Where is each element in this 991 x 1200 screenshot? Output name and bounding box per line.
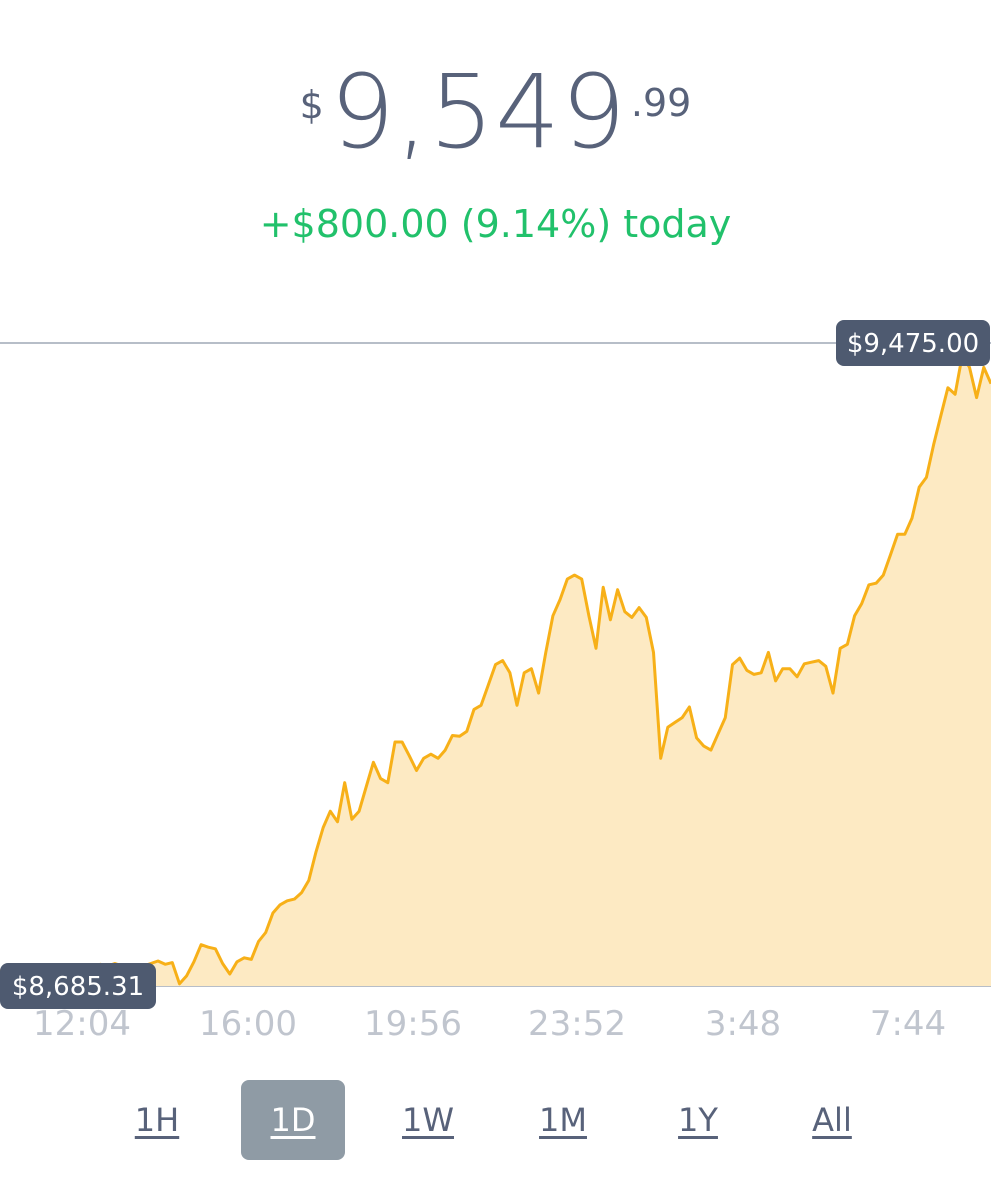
low-label: $8,685.31: [0, 963, 156, 1009]
range-1h-button[interactable]: 1H: [134, 1101, 180, 1139]
currency-symbol: $: [299, 83, 324, 127]
current-price: $9,549.99: [0, 62, 991, 164]
price-line: [0, 353, 991, 996]
x-tick: 3:48: [705, 1004, 781, 1044]
range-1d-button[interactable]: 1D: [241, 1080, 345, 1160]
daily-change: +$800.00 (9.14%) today: [259, 202, 732, 246]
price-cents: .99: [630, 81, 692, 125]
low-label-pill: [0, 963, 156, 1009]
x-tick: 12:04: [33, 1004, 131, 1044]
high-label: $9,475.00: [836, 320, 990, 366]
price-area-fill: [0, 355, 991, 995]
range-1m-button[interactable]: 1M: [539, 1101, 587, 1139]
x-tick: 19:56: [364, 1004, 462, 1044]
range-1w-button[interactable]: 1W: [402, 1101, 454, 1139]
high-label-pill: [836, 320, 990, 366]
price-chart[interactable]: $9,475.00 $8,685.31 12:04 16:00 19:56 23…: [0, 300, 991, 1050]
range-all-button[interactable]: All: [812, 1101, 852, 1139]
time-range-selector: 1H 1D 1W 1M 1Y All: [0, 1080, 991, 1160]
price-whole: 9,549: [329, 53, 627, 172]
high-label-text: $9,475.00: [847, 329, 979, 359]
x-tick: 16:00: [199, 1004, 297, 1044]
range-1y-button[interactable]: 1Y: [678, 1101, 718, 1139]
x-tick: 7:44: [870, 1004, 946, 1044]
low-label-text: $8,685.31: [12, 972, 144, 1002]
x-axis-ticks: 12:04 16:00 19:56 23:52 3:48 7:44: [33, 1004, 946, 1044]
x-tick: 23:52: [528, 1004, 626, 1044]
